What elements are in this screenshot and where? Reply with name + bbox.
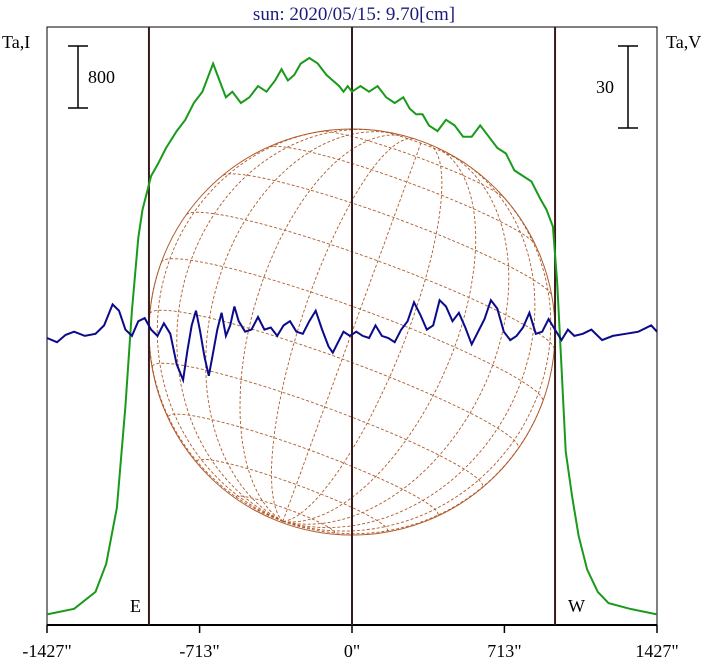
- disk-longitude-line: [176, 129, 378, 522]
- disk-latitude-line: [149, 309, 519, 449]
- scale-label-right: 30: [596, 77, 614, 97]
- x-tick-label: 713": [487, 641, 521, 661]
- x-tick-label: 1427": [635, 641, 678, 661]
- disk-longitude-line: [282, 190, 552, 532]
- disk-longitude-line: [239, 134, 407, 522]
- scale-label-left: 800: [88, 67, 115, 87]
- scale-bar-left: 800: [68, 45, 115, 109]
- disk-longitude-line: [282, 141, 423, 522]
- scale-bar-right: 30: [596, 45, 638, 129]
- disk-longitude-line: [205, 131, 393, 522]
- stokes-i-curve: [46, 56, 658, 616]
- east-limb-label: E: [130, 596, 141, 616]
- disk-longitude-line: [282, 153, 510, 525]
- disk-latitude-line: [222, 173, 552, 296]
- x-tick-label: 0": [344, 641, 360, 661]
- disk-longitude-line: [282, 146, 477, 523]
- disk-latitude-line: [320, 130, 506, 200]
- chart-title: sun: 2020/05/15: 9.70[cm]: [253, 4, 455, 25]
- disk-longitude-line: [271, 137, 414, 522]
- disk-longitude-line: [282, 161, 536, 529]
- y-label-right: Ta,V: [666, 32, 701, 52]
- solar-disk-grid: [148, 128, 556, 536]
- west-limb-label: W: [568, 596, 585, 616]
- disk-longitude-line: [156, 129, 331, 522]
- disk-longitude-line: [282, 143, 443, 522]
- disk-latitude-line: [268, 145, 536, 245]
- x-axis-ticks: -1427" -713" 0" 713" 1427": [22, 625, 679, 661]
- disk-latitude-line: [186, 211, 555, 350]
- stokes-v-curve: [46, 298, 658, 384]
- y-label-left: Ta,I: [2, 32, 30, 52]
- x-tick-label: -1427": [22, 641, 71, 661]
- x-tick-label: -713": [179, 641, 219, 661]
